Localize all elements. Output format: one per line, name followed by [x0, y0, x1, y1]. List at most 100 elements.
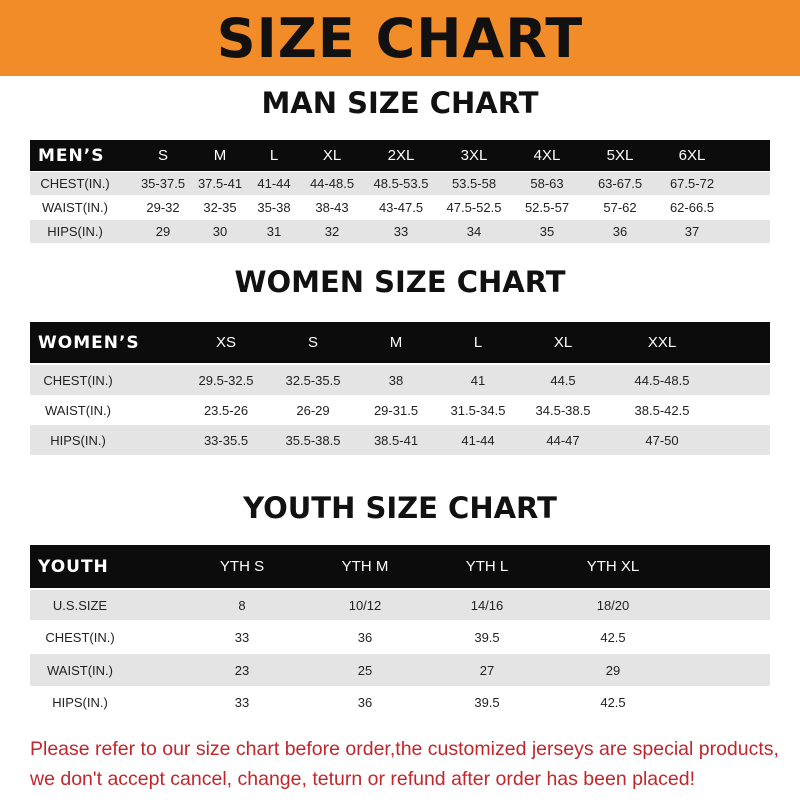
row-label: HIPS(IN.) [52, 694, 108, 710]
table-cell: 18/20 [596, 597, 630, 613]
size-header-cell: M [213, 147, 227, 164]
youth-section-title: YOUTH SIZE CHART [243, 491, 557, 525]
table-cell: 37 [684, 224, 700, 239]
table-cell: 36 [612, 224, 628, 239]
banner-title: SIZE CHART [216, 6, 584, 70]
size-header-cell: XXL [647, 334, 677, 351]
table-row: HIPS(IN.) 29 30 31 32 33 34 35 36 37 [30, 220, 770, 243]
table-row: WAIST(IN.) 23 25 27 29 [30, 654, 770, 686]
table-cell: 36 [357, 629, 373, 645]
row-label: HIPS(IN.) [50, 432, 106, 448]
table-cell: 42.5 [600, 629, 626, 645]
size-header-cell: S [307, 334, 319, 351]
table-header-row: WOMEN’S XS S M L XL XXL [30, 322, 770, 363]
table-cell: 35.5-38.5 [285, 432, 341, 448]
table-cell: 31 [266, 224, 282, 239]
table-cell: 27 [479, 662, 495, 678]
table-cell: 35 [539, 224, 555, 239]
table-cell: 33-35.5 [203, 432, 249, 448]
table-cell: 25 [357, 662, 373, 678]
order-notice: Please refer to our size chart before or… [30, 734, 790, 794]
table-row: U.S.SIZE 8 10/12 14/16 18/20 [30, 590, 770, 620]
table-header-row: MEN’S S M L XL 2XL 3XL 4XL 5XL 6XL [30, 140, 770, 171]
row-label: WAIST(IN.) [45, 402, 111, 418]
size-header-cell: YTH S [219, 558, 265, 575]
size-header-cell: YTH L [465, 558, 509, 575]
table-cell: 38 [388, 372, 404, 388]
table-cell: 47-50 [645, 432, 679, 448]
size-header-cell: XL [322, 147, 342, 164]
table-cell: 53.5-58 [451, 176, 497, 191]
table-header-row: YOUTH YTH S YTH M YTH L YTH XL [30, 545, 770, 588]
table-cell: 52.5-57 [524, 200, 570, 215]
table-cell: 33 [393, 224, 409, 239]
table-cell: 41-44 [257, 176, 291, 191]
table-cell: 32-35 [203, 200, 237, 215]
table-cell: 38-43 [315, 200, 349, 215]
table-cell: 41 [470, 372, 486, 388]
table-cell: 58-63 [530, 176, 564, 191]
table-cell: 37.5-41 [197, 176, 243, 191]
men-section-title: MAN SIZE CHART [261, 86, 539, 120]
order-notice-line: we don't accept cancel, change, teturn o… [30, 768, 695, 790]
table-cell: 39.5 [474, 629, 500, 645]
table-cell: 23 [234, 662, 250, 678]
size-header-cell: 3XL [460, 147, 488, 164]
table-cell: 29.5-32.5 [198, 372, 254, 388]
table-row: HIPS(IN.) 33-35.5 35.5-38.5 38.5-41 41-44 44-… [30, 425, 770, 455]
table-cell: 8 [238, 597, 246, 613]
row-label: CHEST(IN.) [45, 629, 115, 645]
row-label: HIPS(IN.) [47, 224, 103, 239]
table-cell: 44.5 [550, 372, 576, 388]
table-cell: 29 [155, 224, 171, 239]
row-label: WAIST(IN.) [42, 200, 108, 215]
order-notice-line: Please refer to our size chart before or… [30, 738, 779, 760]
table-cell: 44-48.5 [309, 176, 355, 191]
table-cell: 35-37.5 [140, 176, 186, 191]
size-header-cell: XL [553, 334, 573, 351]
table-row: WAIST(IN.) 29-32 32-35 35-38 38-43 43-47.5 47.… [30, 196, 770, 219]
table-cell: 29 [605, 662, 621, 678]
table-cell: 10/12 [348, 597, 382, 613]
table-cell: 23.5-26 [203, 402, 249, 418]
table-cell: 48.5-53.5 [373, 176, 429, 191]
table-cell: 47.5-52.5 [446, 200, 502, 215]
table-row: HIPS(IN.) 33 36 39.5 42.5 [30, 686, 770, 718]
row-label: CHEST(IN.) [40, 176, 110, 191]
size-header-cell: YTH XL [586, 558, 640, 575]
table-cell: 32 [324, 224, 340, 239]
table-cell: 34 [466, 224, 482, 239]
table-cell: 30 [212, 224, 228, 239]
table-cell: 34.5-38.5 [535, 402, 591, 418]
size-header-cell: 4XL [533, 147, 561, 164]
row-label: U.S.SIZE [52, 597, 108, 613]
table-row: CHEST(IN.) 29.5-32.5 32.5-35.5 38 41 44.5 44.5… [30, 365, 770, 395]
table-title-cell: YOUTH [38, 556, 109, 577]
table-cell: 62-66.5 [669, 200, 715, 215]
size-header-cell: S [157, 147, 169, 164]
size-header-cell: 6XL [678, 147, 706, 164]
size-header-cell: L [473, 334, 483, 351]
table-cell: 29-32 [146, 200, 180, 215]
table-cell: 44.5-48.5 [634, 372, 690, 388]
table-cell: 43-47.5 [378, 200, 424, 215]
table-cell: 31.5-34.5 [450, 402, 506, 418]
table-cell: 42.5 [600, 694, 626, 710]
table-cell: 63-67.5 [597, 176, 643, 191]
table-cell: 32.5-35.5 [285, 372, 341, 388]
women-section-title: WOMEN SIZE CHART [234, 265, 566, 299]
table-cell: 14/16 [470, 597, 504, 613]
table-cell: 26-29 [296, 402, 330, 418]
table-cell: 57-62 [603, 200, 637, 215]
table-cell: 33 [234, 694, 250, 710]
table-row: CHEST(IN.) 33 36 39.5 42.5 [30, 620, 770, 654]
table-cell: 33 [234, 629, 250, 645]
row-label: CHEST(IN.) [43, 372, 113, 388]
size-header-cell: M [389, 334, 403, 351]
table-cell: 36 [357, 694, 373, 710]
size-chart-banner: SIZE CHART [0, 0, 800, 76]
size-header-cell: XS [215, 334, 237, 351]
table-row: WAIST(IN.) 23.5-26 26-29 29-31.5 31.5-34.5 34… [30, 395, 770, 425]
table-cell: 38.5-41 [373, 432, 419, 448]
table-cell: 39.5 [474, 694, 500, 710]
